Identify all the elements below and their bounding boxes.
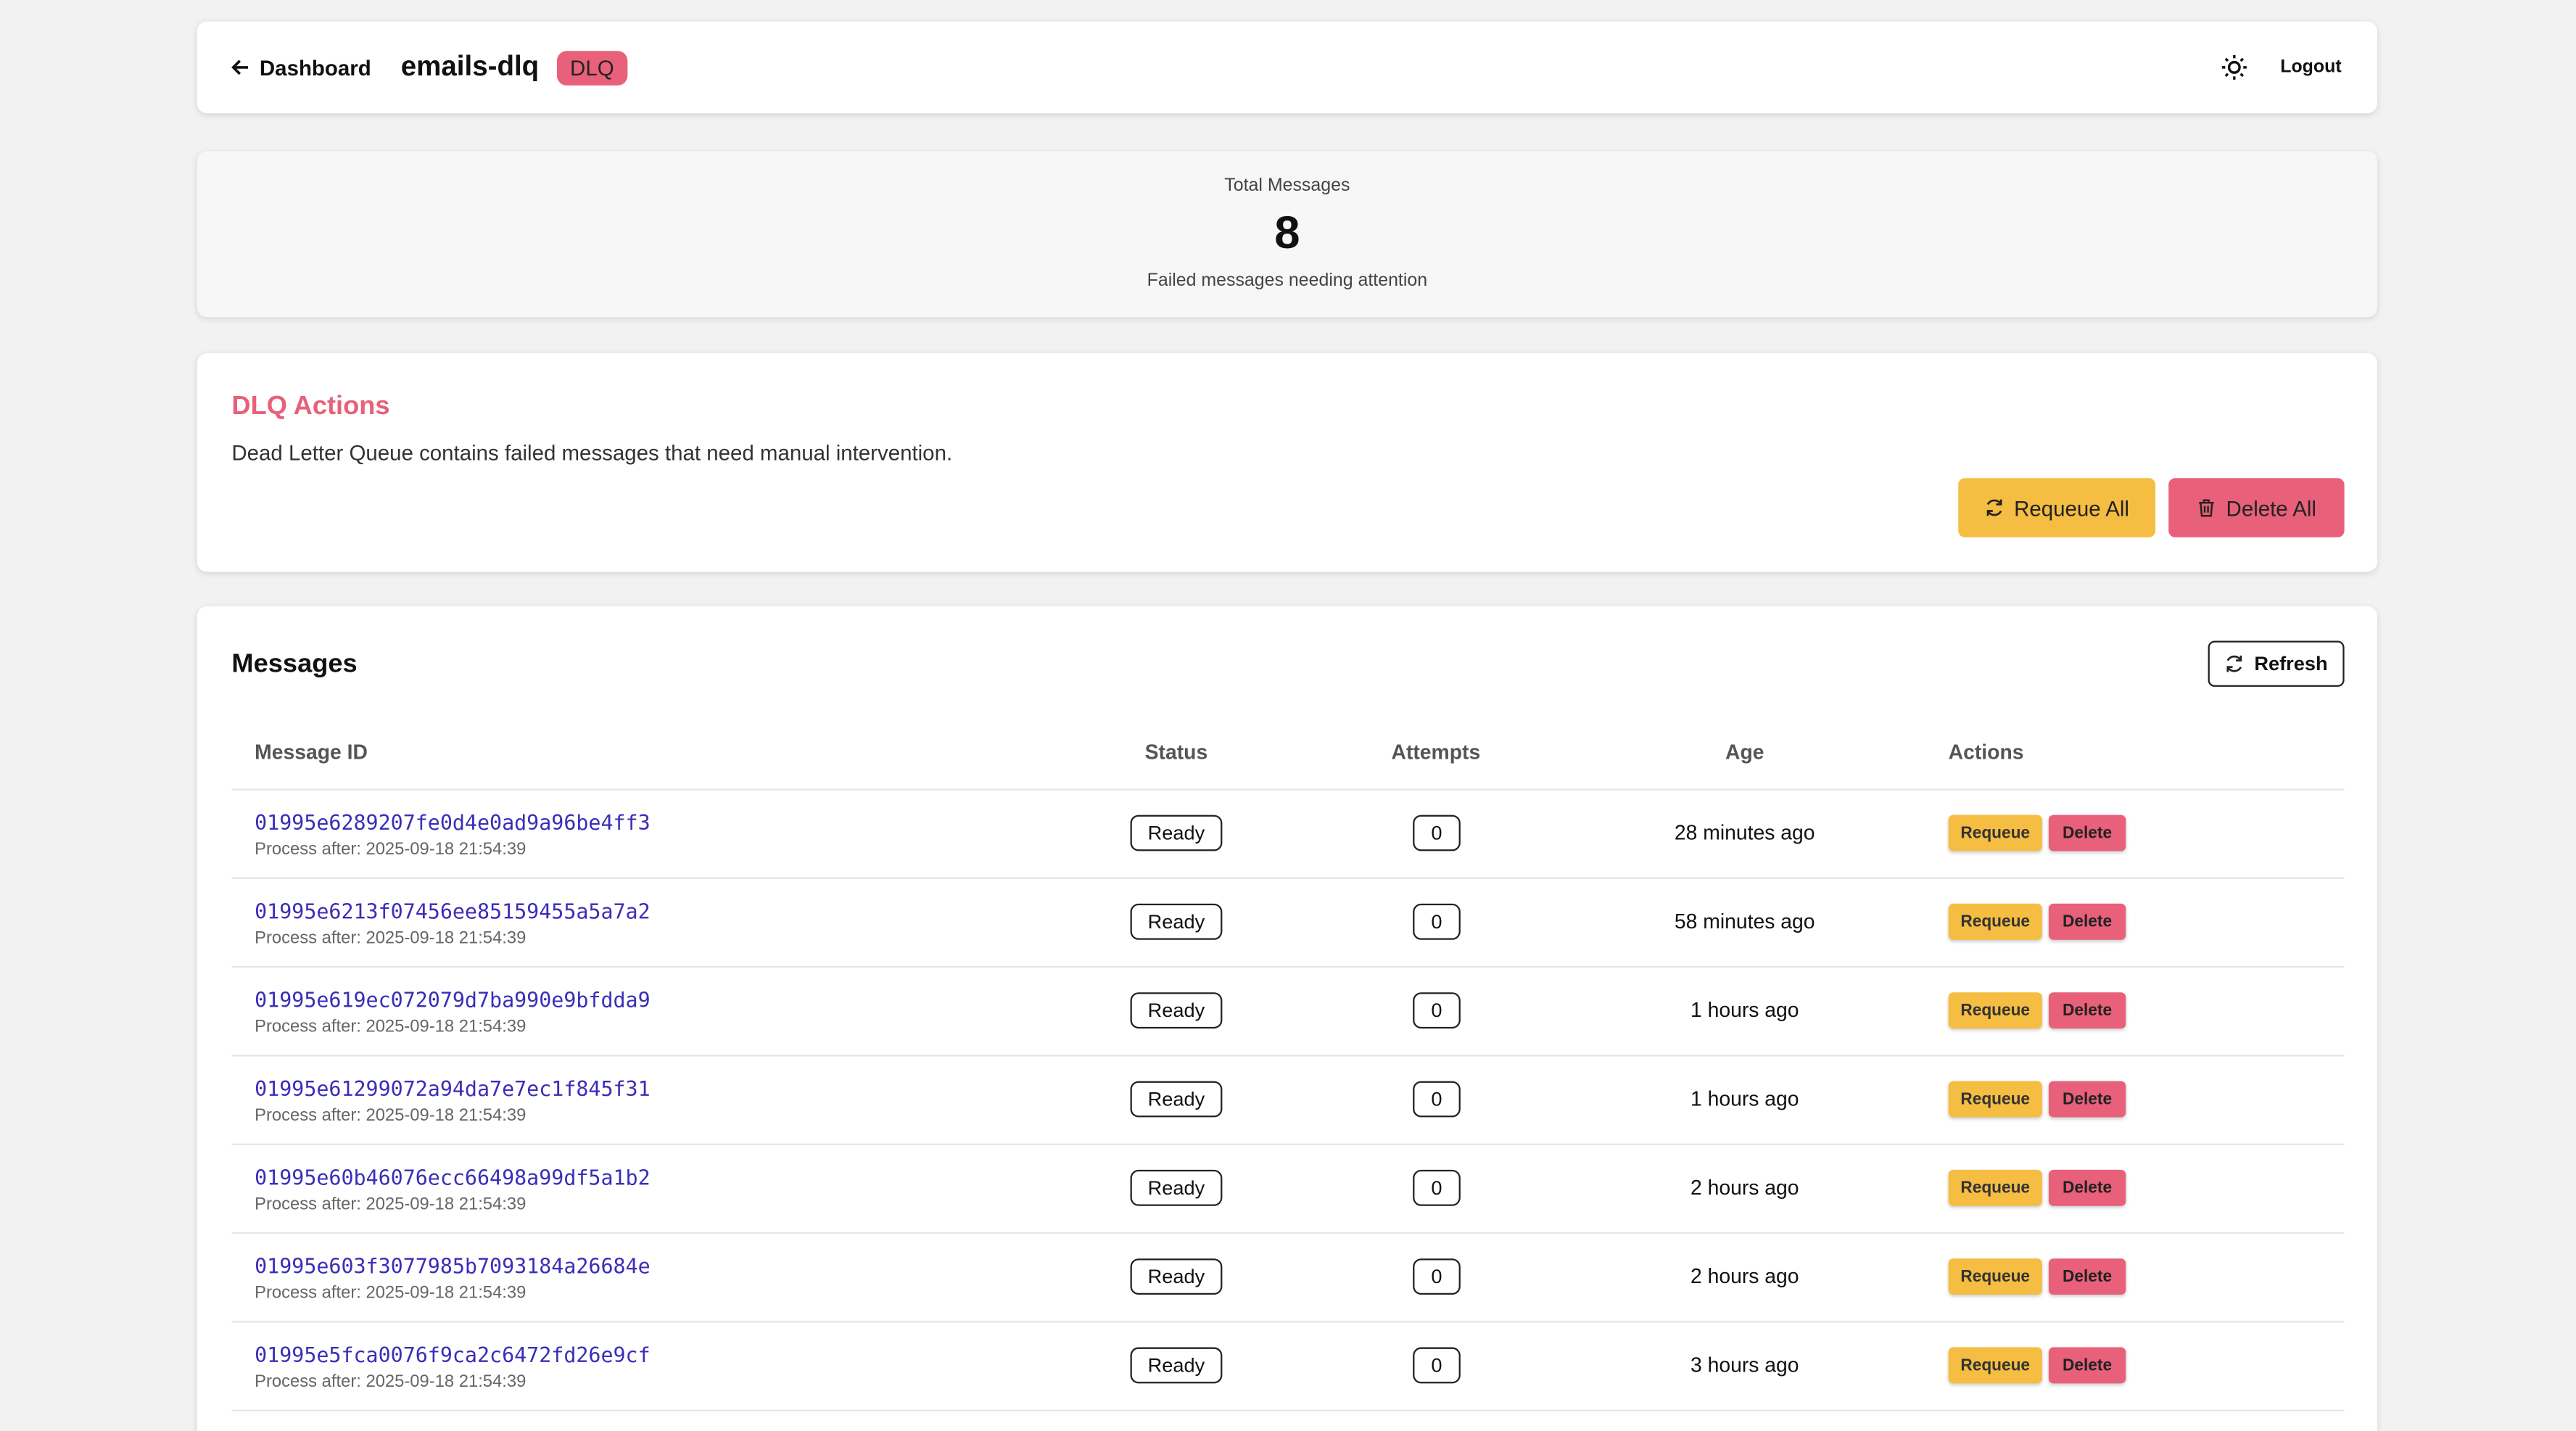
status-badge: Ready <box>1130 1081 1223 1118</box>
process-after: Process after: 2025-09-18 21:54:39 <box>255 1194 527 1215</box>
requeue-button[interactable]: Requeue <box>1948 815 2042 851</box>
table-row: 01995e5fca0076f9ca2c6472fd26e9cf Process … <box>231 1321 2345 1411</box>
table-row: 01995e6289207fe0d4e0ad9a96be4ff3 Process … <box>231 788 2345 879</box>
messages-title: Messages <box>231 651 358 679</box>
attempts-badge: 0 <box>1413 992 1461 1029</box>
column-header: Status <box>1144 741 1208 764</box>
actions-card: DLQ Actions Dead Letter Queue contains f… <box>197 353 2377 572</box>
requeue-button[interactable]: Requeue <box>1948 903 2042 940</box>
refresh-icon <box>2226 655 2242 672</box>
refresh-icon <box>1986 499 2002 516</box>
theme-toggle[interactable] <box>2221 54 2247 81</box>
delete-button[interactable]: Delete <box>2048 1169 2126 1206</box>
requeue-all-button[interactable]: Requeue All <box>1958 478 2156 537</box>
message-id[interactable]: 01995e619ec072079d7ba990e9bfdda9 <box>255 987 651 1013</box>
stat-note: Failed messages needing attention <box>1147 271 1428 291</box>
refresh-button[interactable]: Refresh <box>2208 640 2345 687</box>
message-id[interactable]: 01995e603f3077985b7093184a26684e <box>255 1253 651 1279</box>
back-link[interactable]: Dashboard <box>230 48 371 87</box>
table-row: 01995e61299072a94da7e7ec1f845f31 Process … <box>231 1055 2345 1145</box>
actions-title: DLQ Actions <box>231 392 390 421</box>
age: 3 hours ago <box>1690 1353 1799 1377</box>
back-text: Dashboard <box>259 54 371 80</box>
column-header: Age <box>1725 741 1764 764</box>
age: 58 minutes ago <box>1674 910 1815 933</box>
messages-card: Messages Refresh Message ID Status Attempt… <box>197 606 2377 1431</box>
message-id[interactable]: 01995e61299072a94da7e7ec1f845f31 <box>255 1076 651 1101</box>
queue-name: emails-dlq <box>400 51 540 83</box>
status-badge: Ready <box>1130 815 1223 851</box>
delete-all-text: Delete All <box>2226 495 2316 520</box>
status-badge: Ready <box>1130 1169 1223 1206</box>
process-after: Process after: 2025-09-18 21:54:39 <box>255 928 527 949</box>
stat-value: 8 <box>1274 207 1300 258</box>
trash-icon <box>2199 499 2214 517</box>
delete-button[interactable]: Delete <box>2048 992 2126 1029</box>
arrow-icon <box>231 59 249 75</box>
age: 28 minutes ago <box>1674 821 1815 845</box>
attempts-badge: 0 <box>1413 1169 1461 1206</box>
process-after: Process after: 2025-09-18 21:54:39 <box>255 1017 527 1037</box>
message-id[interactable]: 01995e60b46076ecc66498a99df5a1b2 <box>255 1165 651 1190</box>
refresh-text: Refresh <box>2254 652 2328 676</box>
delete-button[interactable]: Delete <box>2048 903 2126 940</box>
column-header: Attempts <box>1391 741 1481 764</box>
age: 1 hours ago <box>1690 1087 1799 1111</box>
logout-button[interactable]: Logout <box>2280 57 2342 78</box>
requeue-button[interactable]: Requeue <box>1948 992 2042 1029</box>
delete-button[interactable]: Delete <box>2048 1081 2126 1118</box>
requeue-button[interactable]: Requeue <box>1948 1169 2042 1206</box>
attempts-badge: 0 <box>1413 903 1461 940</box>
requeue-button[interactable]: Requeue <box>1948 1347 2042 1384</box>
attempts-badge: 0 <box>1413 815 1461 851</box>
attempts-badge: 0 <box>1413 1081 1461 1118</box>
table-header: Message ID Status Attempts Age Actions <box>197 741 2377 774</box>
age: 1 hours ago <box>1690 999 1799 1023</box>
column-header: Actions <box>1948 741 2024 764</box>
process-after: Process after: 2025-09-18 21:54:39 <box>255 1372 527 1392</box>
message-id[interactable]: 01995e6289207fe0d4e0ad9a96be4ff3 <box>255 809 651 835</box>
table-row: 01995e619ec072079d7ba990e9bfdda9 Process … <box>231 965 2345 1057</box>
status-badge: Ready <box>1130 903 1223 940</box>
badge: DLQ <box>556 51 627 86</box>
status-badge: Ready <box>1130 1347 1223 1384</box>
table-row: 01995e60b46076ecc66498a99df5a1b2 Process … <box>231 1143 2345 1234</box>
requeue-button[interactable]: Requeue <box>1948 1258 2042 1295</box>
requeue-button[interactable]: Requeue <box>1948 1081 2042 1118</box>
delete-button[interactable]: Delete <box>2048 815 2126 851</box>
stats-card: Total Messages 8 Failed messages needing… <box>197 151 2377 318</box>
attempts-badge: 0 <box>1413 1347 1461 1384</box>
process-after: Process after: 2025-09-18 21:54:39 <box>255 1105 527 1126</box>
column-header: Message ID <box>255 741 368 764</box>
attempts-badge: 0 <box>1413 1258 1461 1295</box>
message-id[interactable]: 01995e6213f07456ee85159455a5a7a2 <box>255 899 651 924</box>
stat-label: Total Messages <box>1224 176 1350 196</box>
delete-all-button[interactable]: Delete All <box>2168 478 2345 537</box>
message-id[interactable]: 01995e5fca0076f9ca2c6472fd26e9cf <box>255 1342 651 1367</box>
requeue-all-text: Requeue All <box>2014 495 2129 520</box>
status-badge: Ready <box>1130 992 1223 1029</box>
process-after: Process after: 2025-09-18 21:54:39 <box>255 839 527 859</box>
header: Dashboard emails-dlq DLQ Logout <box>197 21 2377 114</box>
row-divider <box>231 1409 2345 1411</box>
actions-description: Dead Letter Queue contains failed messag… <box>231 440 953 466</box>
delete-button[interactable]: Delete <box>2048 1258 2126 1295</box>
process-after: Process after: 2025-09-18 21:54:39 <box>255 1283 527 1303</box>
table-row: 01995e603f3077985b7093184a26684e Process … <box>231 1232 2345 1323</box>
age: 2 hours ago <box>1690 1265 1799 1288</box>
status-badge: Ready <box>1130 1258 1223 1295</box>
table-row: 01995e6213f07456ee85159455a5a7a2 Process … <box>231 877 2345 968</box>
age: 2 hours ago <box>1690 1176 1799 1200</box>
delete-button[interactable]: Delete <box>2048 1347 2126 1384</box>
